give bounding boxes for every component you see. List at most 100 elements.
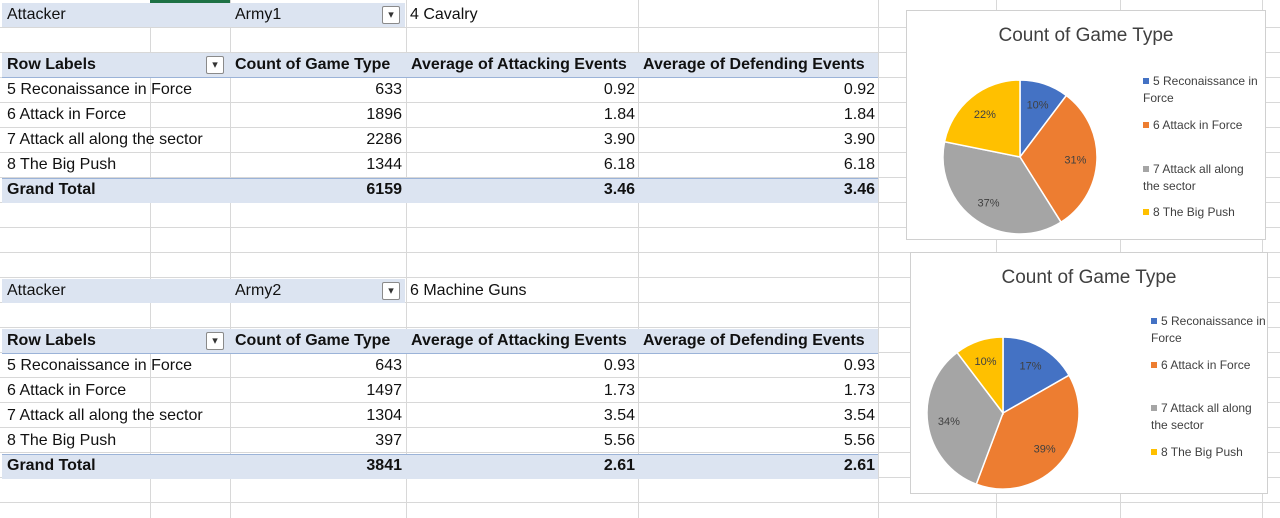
attacking-cell: 3.54 xyxy=(603,407,635,424)
sort-dropdown-icon[interactable]: ▾ xyxy=(206,56,224,74)
defending-cell: 6.18 xyxy=(843,156,875,173)
pie-chart-1[interactable]: Count of Game Type 10% 31% 37% 22% 5 Recona… xyxy=(906,10,1266,240)
pie-chart-svg: 17% 39% 34% 10% xyxy=(926,336,1080,490)
row-label: 6 Attack in Force xyxy=(7,382,127,399)
defending-cell: 3.90 xyxy=(843,131,875,148)
grand-total-count: 6159 xyxy=(366,181,402,198)
filter-value: Army2 xyxy=(235,282,282,299)
legend-swatch xyxy=(1151,361,1157,368)
defending-cell: 1.73 xyxy=(843,382,875,399)
attacking-cell: 6.18 xyxy=(603,156,635,173)
defending-cell: 0.92 xyxy=(843,81,875,98)
attacking-cell: 0.92 xyxy=(603,81,635,98)
grand-total-row xyxy=(2,454,878,479)
attacking-cell: 0.93 xyxy=(603,357,635,374)
count-cell: 1896 xyxy=(366,106,402,123)
grand-total-row xyxy=(2,178,878,203)
row-labels-header: Row Labels xyxy=(7,332,96,349)
legend-swatch xyxy=(1143,165,1149,172)
sort-dropdown-icon[interactable]: ▾ xyxy=(206,332,224,350)
defending-cell: 1.84 xyxy=(843,106,875,123)
header-row xyxy=(2,329,878,354)
pie-slice[interactable] xyxy=(942,140,1063,235)
legend-label: 7 Attack all along the sector xyxy=(1151,401,1252,432)
legend-swatch xyxy=(1151,317,1157,324)
row-label: 5 Reconaissance in Force xyxy=(7,357,192,374)
legend-label: 8 The Big Push xyxy=(1161,445,1243,459)
grand-total-defending: 2.61 xyxy=(843,457,875,474)
legend-item: 8 The Big Push xyxy=(1151,444,1267,461)
filter-selection: 6 Machine Guns xyxy=(410,282,527,299)
row-label: 7 Attack all along the sector xyxy=(7,131,203,148)
attacking-cell: 1.84 xyxy=(603,106,635,123)
count-header: Count of Game Type xyxy=(235,332,391,349)
defending-header: Average of Defending Events xyxy=(643,56,865,73)
slice-data-label: 34% xyxy=(938,416,960,428)
pie-chart-2[interactable]: Count of Game Type 17% 39% 34% 10% 5 Recona… xyxy=(910,252,1268,494)
slice-data-label: 10% xyxy=(1027,99,1049,111)
attacking-header: Average of Attacking Events xyxy=(411,332,627,349)
defending-cell: 0.93 xyxy=(843,357,875,374)
header-row xyxy=(2,53,878,78)
count-cell: 1497 xyxy=(366,382,402,399)
slice-data-label: 39% xyxy=(1034,443,1056,455)
pie-slice[interactable] xyxy=(1019,94,1098,224)
legend-label: 6 Attack in Force xyxy=(1153,118,1243,132)
slice-data-label: 17% xyxy=(1019,361,1041,373)
legend-label: 5 Reconaissance in Force xyxy=(1143,74,1258,105)
row-label: 7 Attack all along the sector xyxy=(7,407,203,424)
row-label: 5 Reconaissance in Force xyxy=(7,81,192,98)
legend-item: 7 Attack all along the sector xyxy=(1143,161,1261,195)
grand-total-label: Grand Total xyxy=(7,181,96,198)
filter-value: Army1 xyxy=(235,6,282,23)
grand-total-count: 3841 xyxy=(366,457,402,474)
defending-header: Average of Defending Events xyxy=(643,332,865,349)
attacking-cell: 1.73 xyxy=(603,382,635,399)
legend-swatch xyxy=(1143,121,1149,128)
legend-item: 5 Reconaissance in Force xyxy=(1151,313,1267,347)
chart-title: Count of Game Type xyxy=(1001,267,1177,288)
legend-swatch xyxy=(1151,448,1157,455)
grand-total-attacking: 3.46 xyxy=(603,181,635,198)
legend-item: 6 Attack in Force xyxy=(1143,117,1261,134)
legend-item: 6 Attack in Force xyxy=(1151,357,1267,374)
grand-total-defending: 3.46 xyxy=(843,181,875,198)
cell-selection-marker xyxy=(150,0,230,3)
legend-item: 5 Reconaissance in Force xyxy=(1143,73,1261,107)
grand-total-attacking: 2.61 xyxy=(603,457,635,474)
attacking-header: Average of Attacking Events xyxy=(411,56,627,73)
row-labels-header: Row Labels xyxy=(7,56,96,73)
defending-cell: 3.54 xyxy=(843,407,875,424)
legend-label: 8 The Big Push xyxy=(1153,205,1235,219)
attacking-cell: 5.56 xyxy=(603,432,635,449)
filter-funnel-icon[interactable]: ▾ xyxy=(382,6,400,24)
chart-title: Count of Game Type xyxy=(998,25,1174,46)
slice-data-label: 31% xyxy=(1064,154,1086,166)
filter-row xyxy=(2,3,405,27)
defending-cell: 5.56 xyxy=(843,432,875,449)
attacking-cell: 3.90 xyxy=(603,131,635,148)
pie-slice[interactable] xyxy=(943,79,1021,158)
pie-slice[interactable] xyxy=(955,336,1004,416)
slice-data-label: 10% xyxy=(975,356,997,368)
slice-data-label: 22% xyxy=(974,109,996,121)
count-cell: 633 xyxy=(375,81,402,98)
filter-label: Attacker xyxy=(7,282,66,299)
legend-item: 7 Attack all along the sector xyxy=(1151,400,1267,434)
legend-item: 8 The Big Push xyxy=(1143,204,1261,221)
filter-row xyxy=(2,279,405,303)
row-label: 6 Attack in Force xyxy=(7,106,127,123)
count-header: Count of Game Type xyxy=(235,56,391,73)
pie-slice[interactable] xyxy=(1002,336,1071,415)
legend-label: 6 Attack in Force xyxy=(1161,358,1251,372)
filter-funnel-icon[interactable]: ▾ xyxy=(382,282,400,300)
pie-slice[interactable] xyxy=(975,374,1080,490)
row-label: 8 The Big Push xyxy=(7,156,117,173)
legend-label: 5 Reconaissance in Force xyxy=(1151,314,1266,345)
filter-selection: 4 Cavalry xyxy=(410,6,478,23)
pie-slice[interactable] xyxy=(926,351,1004,486)
count-cell: 397 xyxy=(375,432,402,449)
legend-label: 7 Attack all along the sector xyxy=(1143,162,1244,193)
filter-label: Attacker xyxy=(7,6,66,23)
legend-swatch xyxy=(1143,77,1149,84)
